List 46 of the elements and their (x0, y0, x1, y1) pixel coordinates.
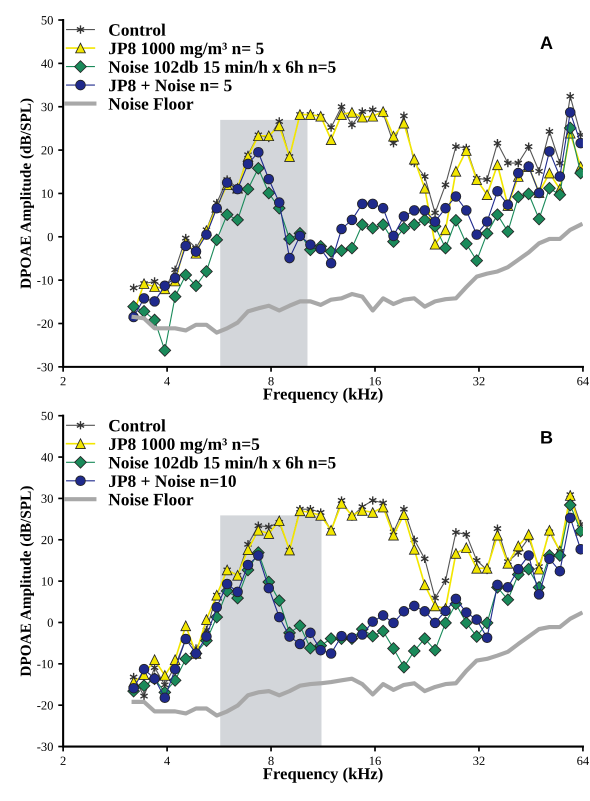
x-tick-label: 2 (60, 756, 66, 765)
y-tick-label: -30 (37, 742, 53, 751)
y-tick-label: 40 (41, 453, 53, 462)
y-axis-title: DPOAE Amplitude (dB/SPL) (20, 98, 34, 289)
legend-label: Control (109, 24, 166, 36)
y-tick-label: 20 (41, 146, 53, 155)
legend-label: JP8 + Noise n=10 (109, 474, 236, 488)
y-tick-label: 20 (41, 536, 53, 544)
legend-label: JP8 1000 mg/m³ n=5 (109, 438, 260, 454)
y-tick-label: 0 (48, 232, 53, 242)
x-tick-label: 32 (473, 376, 485, 386)
y-tick-label: 30 (42, 494, 53, 503)
y-tick-label: 30 (42, 102, 53, 112)
x-tick-label: 64 (577, 376, 589, 386)
x-tick-label: 4 (164, 377, 170, 386)
x-tick-label: 2 (60, 376, 66, 386)
y-tick-label: 10 (42, 189, 53, 198)
x-tick-label: 8 (268, 756, 274, 766)
y-axis-title: DPOAE Amplitude (dB/SPL) (20, 486, 34, 676)
x-axis-title: Frequency (kHz) (263, 388, 383, 404)
y-tick-label: -10 (37, 276, 53, 285)
legend-label: Noise Floor (108, 98, 194, 110)
legend-label: Noise 102db 15 min/h x 6h n=5 (108, 60, 336, 73)
annotation: B (541, 431, 552, 444)
annotation: A (540, 36, 553, 49)
x-axis-title: Frequency (kHz) (263, 768, 383, 783)
legend-label: JP8 1000 mg/m³ n= 5 (109, 42, 264, 58)
y-tick-label: -30 (37, 362, 53, 372)
x-tick-label: 4 (164, 756, 170, 765)
legend-label: JP8 + Noise n= 5 (109, 79, 232, 92)
y-tick-label: 40 (41, 59, 53, 68)
legend-label: Control (109, 419, 166, 432)
y-tick-label: 10 (42, 577, 53, 586)
x-tick-label: 8 (268, 376, 274, 386)
y-tick-label: -20 (37, 320, 53, 328)
y-tick-label: -20 (37, 701, 53, 710)
x-tick-label: 64 (577, 756, 589, 766)
x-tick-label: 16 (370, 756, 381, 766)
y-tick-label: 50 (42, 16, 53, 24)
legend-label: Noise Floor (108, 493, 194, 506)
legend-label: Noise 102db 15 min/h x 6h n=5 (108, 456, 336, 469)
x-tick-label: 32 (473, 756, 485, 766)
y-tick-label: 0 (48, 618, 53, 627)
x-tick-label: 16 (370, 376, 381, 386)
y-tick-label: 50 (42, 412, 53, 420)
y-tick-label: -10 (37, 660, 53, 668)
